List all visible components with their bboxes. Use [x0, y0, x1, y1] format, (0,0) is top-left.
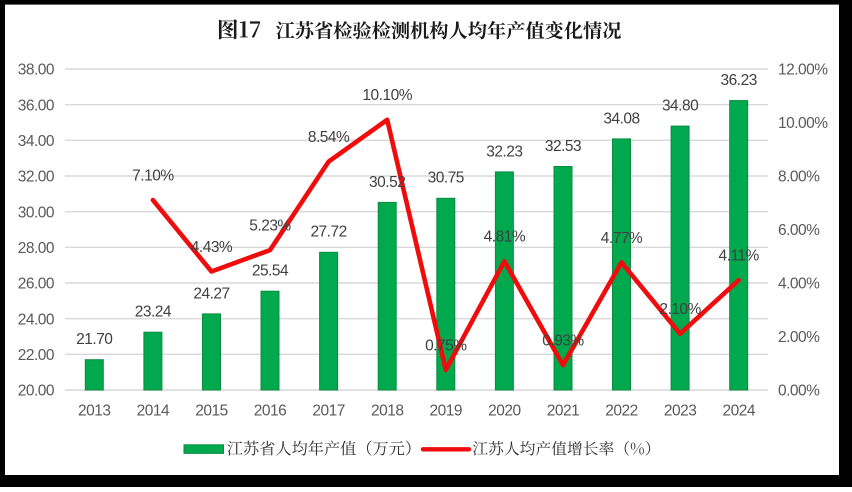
- svg-text:2022: 2022: [605, 402, 637, 419]
- svg-text:32.53: 32.53: [545, 138, 581, 155]
- svg-text:34.80: 34.80: [662, 98, 699, 115]
- svg-text:12.00%: 12.00%: [778, 62, 828, 79]
- svg-text:2018: 2018: [371, 402, 403, 419]
- svg-text:34.00: 34.00: [18, 133, 55, 150]
- svg-text:10.10%: 10.10%: [362, 87, 412, 104]
- svg-text:36.23: 36.23: [721, 72, 757, 89]
- svg-text:2.00%: 2.00%: [778, 329, 820, 346]
- svg-text:25.54: 25.54: [252, 263, 289, 280]
- svg-text:2024: 2024: [722, 402, 755, 419]
- svg-text:28.00: 28.00: [18, 240, 55, 257]
- svg-text:4.77%: 4.77%: [601, 230, 643, 247]
- svg-text:10.00%: 10.00%: [778, 115, 828, 132]
- svg-text:22.00: 22.00: [18, 347, 55, 364]
- svg-text:23.24: 23.24: [135, 304, 172, 321]
- svg-text:26.00: 26.00: [18, 276, 55, 293]
- svg-text:2014: 2014: [137, 402, 170, 419]
- svg-text:34.08: 34.08: [603, 110, 639, 127]
- svg-text:2.10%: 2.10%: [659, 301, 701, 318]
- svg-text:2019: 2019: [430, 402, 462, 419]
- svg-text:36.00: 36.00: [18, 97, 55, 114]
- svg-text:38.00: 38.00: [18, 62, 55, 79]
- svg-text:27.72: 27.72: [310, 224, 346, 241]
- svg-text:21.70: 21.70: [76, 331, 113, 348]
- svg-text:2020: 2020: [488, 402, 521, 419]
- svg-text:2023: 2023: [664, 402, 696, 419]
- svg-text:2015: 2015: [195, 402, 227, 419]
- svg-text:30.52: 30.52: [369, 174, 405, 191]
- svg-text:4.11%: 4.11%: [719, 248, 760, 265]
- svg-text:5.23%: 5.23%: [249, 218, 291, 235]
- svg-text:7.10%: 7.10%: [132, 168, 174, 185]
- svg-text:32.00: 32.00: [18, 169, 55, 186]
- svg-text:0.93%: 0.93%: [542, 333, 584, 350]
- svg-text:2021: 2021: [547, 402, 579, 419]
- svg-text:0.00%: 0.00%: [778, 383, 820, 400]
- svg-text:8.54%: 8.54%: [308, 129, 350, 146]
- svg-text:0.75%: 0.75%: [425, 337, 467, 354]
- svg-text:4.00%: 4.00%: [778, 276, 820, 293]
- svg-text:20.00: 20.00: [18, 383, 55, 400]
- svg-text:4.81%: 4.81%: [484, 229, 526, 246]
- svg-text:2013: 2013: [78, 402, 110, 419]
- svg-text:30.75: 30.75: [428, 170, 464, 187]
- svg-text:4.43%: 4.43%: [191, 239, 233, 256]
- svg-text:2017: 2017: [312, 402, 344, 419]
- svg-text:8.00%: 8.00%: [778, 169, 820, 186]
- svg-text:2016: 2016: [254, 402, 286, 419]
- svg-text:24.00: 24.00: [18, 311, 55, 328]
- svg-text:24.27: 24.27: [193, 285, 229, 302]
- svg-text:6.00%: 6.00%: [778, 222, 820, 239]
- svg-text:32.23: 32.23: [486, 143, 522, 160]
- svg-text:30.00: 30.00: [18, 204, 55, 221]
